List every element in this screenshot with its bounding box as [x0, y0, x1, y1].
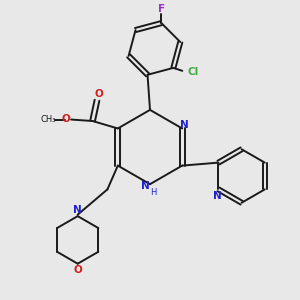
Text: O: O — [94, 89, 103, 99]
Text: H: H — [150, 188, 157, 197]
Text: F: F — [158, 4, 165, 14]
Text: N: N — [73, 205, 82, 214]
Text: N: N — [213, 191, 221, 201]
Text: Cl: Cl — [187, 67, 199, 77]
Text: O: O — [61, 114, 70, 124]
Text: CH₃: CH₃ — [40, 115, 56, 124]
Text: O: O — [73, 265, 82, 275]
Text: N: N — [180, 121, 189, 130]
Text: N: N — [141, 181, 150, 191]
